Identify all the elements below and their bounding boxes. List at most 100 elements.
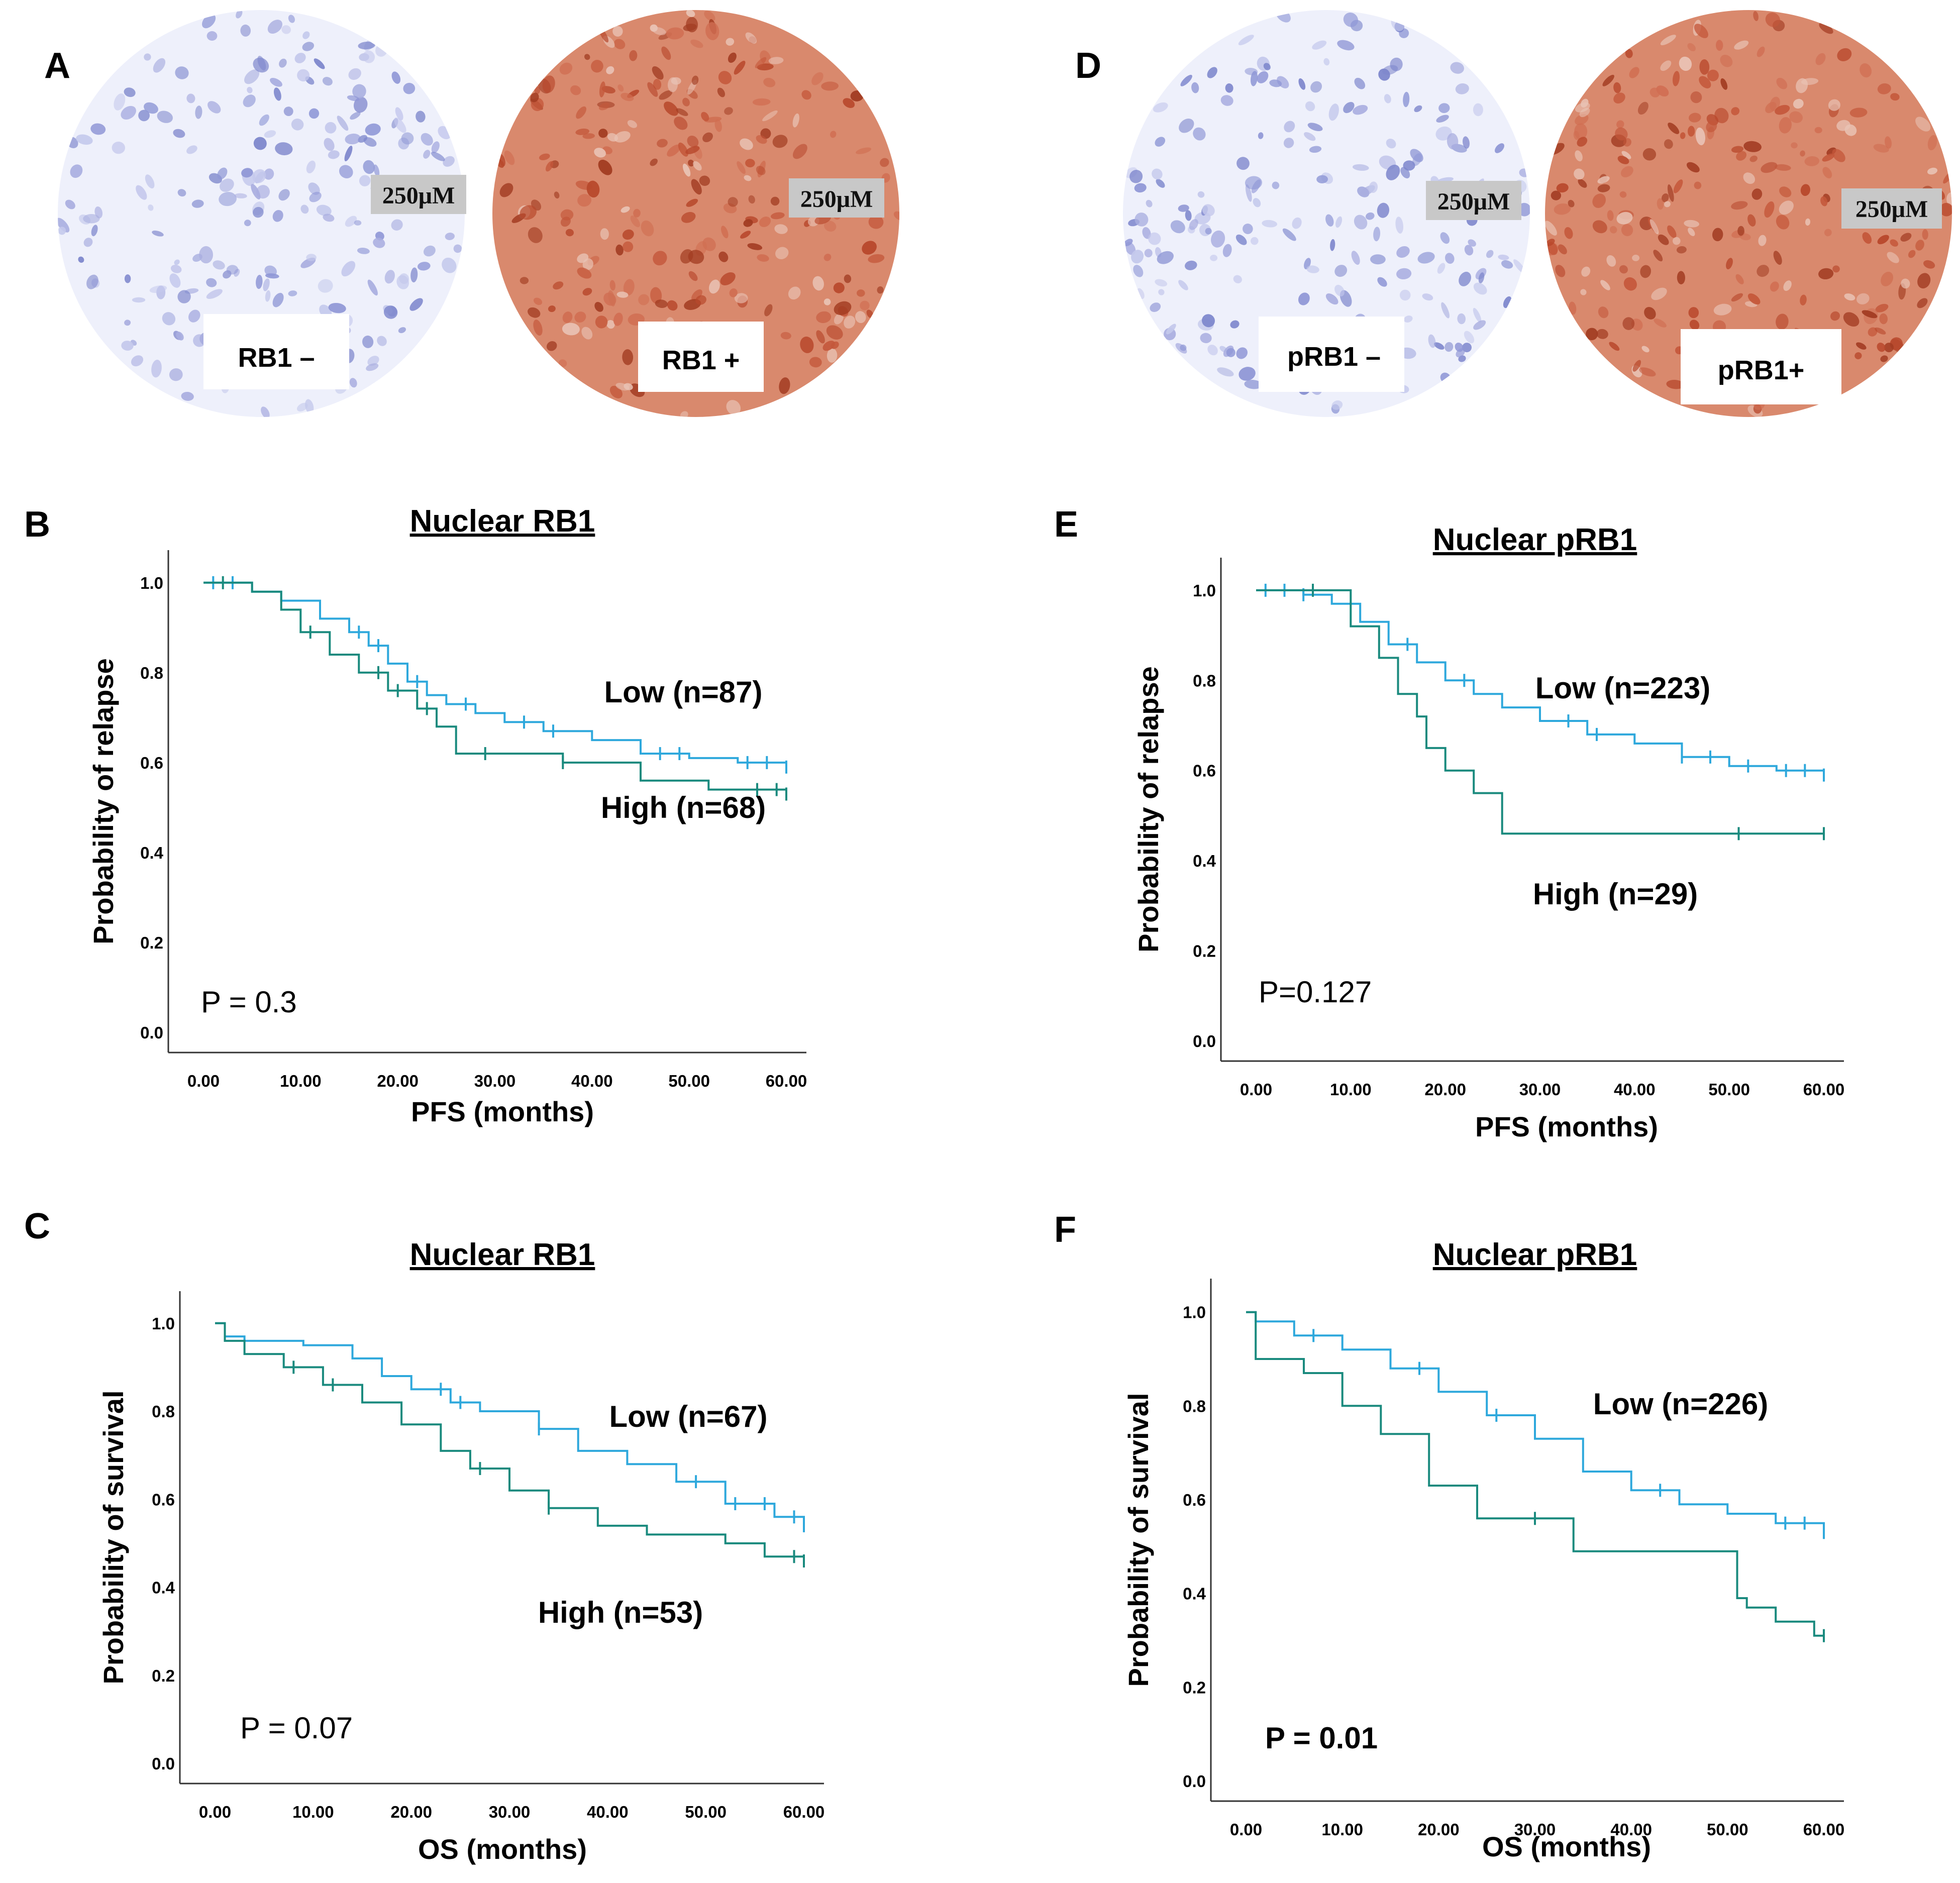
cell-nucleus (1824, 229, 1832, 237)
cell-nucleus (1456, 348, 1465, 358)
cell-nucleus (546, 341, 557, 351)
cell-nucleus (1873, 144, 1889, 153)
cell-nucleus (862, 241, 877, 255)
cell-nucleus (403, 82, 416, 94)
cell-nucleus (1747, 293, 1761, 305)
cell-nucleus (1495, 143, 1504, 153)
cell-nucleus (729, 288, 738, 297)
km-curve-low (1246, 1311, 1825, 1533)
label-box-rb1-positive (638, 322, 764, 392)
cell-nucleus (1328, 103, 1339, 121)
cell-nucleus (1180, 74, 1192, 86)
cell-nucleus (1578, 179, 1587, 188)
cell-nucleus (1498, 254, 1509, 260)
x-tick-label: 0.00 (1230, 1820, 1262, 1839)
cell-nucleus (1193, 127, 1206, 141)
cell-nucleus (1269, 79, 1282, 87)
cell-nucleus (1428, 334, 1436, 348)
cell-nucleus (622, 349, 634, 365)
cell-nucleus (1751, 188, 1763, 200)
x-tick-label: 40.00 (571, 1072, 613, 1090)
cell-nucleus (1830, 311, 1840, 321)
cell-nucleus (1776, 215, 1790, 230)
cell-nucleus (1774, 164, 1791, 171)
group-label-low: Low (n=226) (1593, 1387, 1768, 1421)
cell-nucleus (720, 272, 736, 285)
cell-nucleus (1298, 78, 1306, 90)
y-tick-label: 1.0 (1193, 581, 1216, 600)
cell-nucleus (350, 112, 361, 120)
cell-nucleus (124, 87, 136, 97)
cell-nucleus (1185, 210, 1192, 221)
cell-nucleus (219, 192, 237, 206)
cell-nucleus (614, 39, 626, 49)
cell-nucleus (667, 300, 678, 311)
cell-nucleus (1713, 303, 1732, 316)
cell-nucleus (247, 86, 253, 93)
cell-nucleus (609, 280, 615, 291)
cell-nucleus (206, 278, 217, 287)
cell-nucleus (206, 289, 223, 299)
cell-nucleus (1915, 240, 1924, 251)
cell-nucleus (868, 215, 884, 229)
cell-nucleus (399, 273, 409, 284)
cell-nucleus (1316, 175, 1328, 184)
cell-nucleus (1258, 132, 1264, 139)
x-tick-label: 30.00 (474, 1072, 516, 1090)
cell-nucleus (383, 305, 398, 319)
cell-nucleus (1726, 258, 1733, 269)
cell-nucleus (281, 25, 291, 34)
cell-nucleus (431, 141, 440, 153)
cell-nucleus (1551, 190, 1562, 200)
cell-nucleus (1343, 101, 1355, 114)
cell-nucleus (728, 197, 738, 207)
cell-nucleus (1649, 219, 1659, 235)
cell-nucleus (357, 247, 370, 254)
cell-nucleus (1609, 226, 1617, 234)
cell-nucleus (253, 137, 267, 150)
km-curve-high (215, 1322, 805, 1561)
y-tick-label: 0.2 (1183, 1678, 1206, 1697)
cell-nucleus (528, 227, 543, 243)
group-label-high: High (n=29) (1533, 877, 1698, 911)
cell-nucleus (641, 220, 654, 237)
cell-nucleus (699, 175, 710, 186)
cell-nucleus (1158, 289, 1165, 295)
cell-nucleus (1757, 265, 1770, 277)
cell-nucleus (162, 312, 176, 326)
cell-nucleus (1731, 146, 1744, 153)
cell-nucleus (1661, 193, 1669, 202)
cell-nucleus (1245, 176, 1263, 190)
cell-nucleus (1684, 220, 1700, 228)
cell-nucleus (1377, 277, 1387, 287)
cell-nucleus (423, 245, 436, 257)
cell-nucleus (1804, 156, 1820, 166)
cell-nucleus (1592, 220, 1607, 234)
cell-nucleus (576, 106, 587, 119)
cell-nucleus (1366, 212, 1375, 220)
cell-nucleus (1644, 306, 1656, 320)
cell-nucleus (691, 179, 702, 195)
cell-nucleus (680, 249, 693, 264)
cell-nucleus (688, 271, 698, 281)
cell-nucleus (1773, 251, 1782, 265)
y-tick-label: 0.6 (1183, 1491, 1206, 1509)
cell-nucleus (1639, 367, 1656, 377)
cell-nucleus (530, 92, 539, 102)
cell-nucleus (1222, 244, 1232, 257)
cell-nucleus (1689, 113, 1701, 123)
cell-nucleus (1178, 204, 1189, 212)
label-box-rb1-negative (203, 314, 349, 389)
cell-nucleus (1779, 186, 1792, 197)
x-tick-label: 0.00 (187, 1072, 220, 1090)
cell-nucleus (686, 17, 698, 33)
cell-nucleus (1597, 176, 1610, 184)
cell-nucleus (362, 335, 374, 348)
cell-nucleus (136, 185, 147, 200)
cell-nucleus (868, 254, 885, 263)
cell-nucleus (1166, 324, 1176, 335)
cell-nucleus (175, 66, 189, 79)
x-tick-label: 50.00 (668, 1072, 710, 1090)
group-label-high: High (n=53) (538, 1596, 703, 1629)
cell-nucleus (1687, 43, 1696, 52)
